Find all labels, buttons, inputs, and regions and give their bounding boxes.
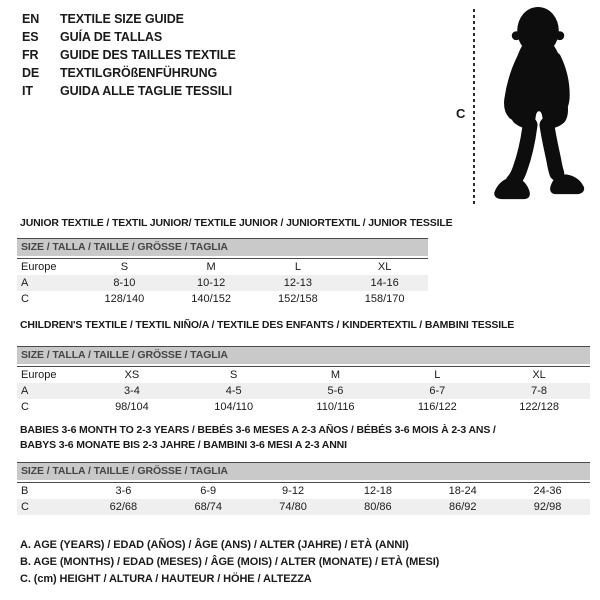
size-cell: 68/74 [194,501,222,513]
size-cell: 3-6 [115,485,132,497]
language-row-fr: FR GUIDE DES TAILLES TEXTILE [22,46,236,64]
language-label: TEXTILGRÖßENFÜHRUNG [60,66,218,80]
size-cell: 6-9 [200,485,217,497]
language-code: FR [22,48,39,62]
size-cell: 4-5 [225,385,242,397]
table-row: C 128/140 140/152 152/158 158/170 [17,291,428,307]
row-label-cell: Europe [21,369,57,381]
size-cell: 86/92 [448,501,477,513]
row-label-cell: A [21,277,29,289]
size-cell: 9-12 [282,485,305,497]
size-cell: 80/86 [364,501,392,513]
size-cell: 7-8 [531,385,548,397]
size-cell: 10-12 [197,277,226,289]
size-cell: 6-7 [429,385,446,397]
babies-size-table: SIZE / TALLA / TAILLE / GRÖSSE / TAGLIA … [17,462,590,515]
size-cell: 98/104 [115,401,149,413]
legend: A. AGE (YEARS) / EDAD (AÑOS) / ÂGE (ANS)… [20,537,439,588]
size-cell: XL [532,369,546,381]
size-cell: M [330,369,341,381]
size-cell: 8-10 [113,277,136,289]
size-cell: 24-36 [533,485,562,497]
size-cell: XS [124,369,140,381]
size-cell: 152/158 [277,293,318,305]
size-header-bar: SIZE / TALLA / TAILLE / GRÖSSE / TAGLIA [17,463,590,480]
size-cell: 92/98 [533,501,562,513]
legend-line-b: B. AGE (MONTHS) / EDAD (MESES) / ÂGE (MO… [20,556,440,568]
language-list: EN TEXTILE SIZE GUIDE ES GUÍA DE TALLAS … [22,10,236,100]
size-cell: 122/128 [519,401,559,413]
height-dotted-line [473,9,475,207]
table-row: Europe S M L XL [17,259,428,275]
size-cell: S [230,369,238,381]
legend-line-c: C. (cm) HEIGHT / ALTURA / HAUTEUR / HÖHE… [20,573,312,585]
size-cell: 14-16 [370,277,399,289]
size-cell: XL [377,261,392,273]
row-label-cell: A [21,385,29,397]
size-header-bar: SIZE / TALLA / TAILLE / GRÖSSE / TAGLIA [17,239,428,256]
language-code: IT [22,84,33,98]
language-row-it: IT GUIDA ALLE TAGLIE TESSILI [22,82,236,100]
junior-table-title: JUNIOR TEXTILE / TEXTIL JUNIOR/ TEXTILE … [20,217,453,229]
row-label-cell: Europe [21,261,57,273]
size-header-bar: SIZE / TALLA / TAILLE / GRÖSSE / TAGLIA [17,347,590,364]
language-code: ES [22,30,39,44]
children-size-table: SIZE / TALLA / TAILLE / GRÖSSE / TAGLIA … [17,346,590,415]
language-row-es: ES GUÍA DE TALLAS [22,28,236,46]
height-marker-label: C [456,106,466,121]
row-label-cell: B [21,485,29,497]
size-cell: 12-13 [283,277,312,289]
language-code: DE [22,66,40,80]
table-row: A 8-10 10-12 12-13 14-16 [17,275,428,291]
children-table-title: CHILDREN'S TEXTILE / TEXTIL NIÑO/A / TEX… [20,319,515,331]
row-label-cell: C [21,293,29,305]
language-label: GUIDE DES TAILLES TEXTILE [60,48,236,62]
size-cell: 62/68 [109,501,138,513]
table-row: Europe XS S M L XL [17,367,590,383]
babies-title-line2: BABYS 3-6 MONATE BIS 2-3 JAHRE / BAMBINI… [20,439,347,451]
language-code: EN [22,12,40,26]
size-cell: L [294,261,301,273]
size-cell: S [120,261,129,273]
legend-line-a: A. AGE (YEARS) / EDAD (AÑOS) / ÂGE (ANS)… [20,539,409,551]
size-cell: 5-6 [327,385,344,397]
divider [17,366,590,367]
size-cell: 18-24 [448,485,477,497]
language-row-en: EN TEXTILE SIZE GUIDE [22,10,236,28]
table-row: B 3-6 6-9 9-12 12-18 18-24 24-36 [17,483,590,499]
size-cell: 104/110 [214,401,254,413]
row-label-cell: C [21,401,29,413]
size-cell: L [434,369,441,381]
table-row: C 62/68 68/74 74/80 80/86 86/92 92/98 [17,499,590,515]
table-row: A 3-4 4-5 5-6 6-7 7-8 [17,383,590,399]
size-cell: 140/152 [191,293,231,305]
size-cell: 158/170 [364,293,405,305]
size-cell: 116/122 [417,401,457,413]
toddler-silhouette-icon [494,6,585,200]
table-row: C 98/104 104/110 110/116 116/122 122/128 [17,399,590,415]
language-label: GUIDA ALLE TAGLIE TESSILI [60,84,233,98]
size-cell: M [206,261,216,273]
language-label: GUÍA DE TALLAS [60,30,163,44]
size-cell: 110/116 [316,401,355,413]
size-cell: 128/140 [104,293,145,305]
junior-size-table: SIZE / TALLA / TAILLE / GRÖSSE / TAGLIA … [17,238,428,307]
language-label: TEXTILE SIZE GUIDE [60,12,184,26]
size-cell: 74/80 [279,501,307,513]
language-row-de: DE TEXTILGRÖßENFÜHRUNG [22,64,236,82]
size-cell: 12-18 [363,485,392,497]
row-label-cell: C [21,501,29,513]
divider [17,482,590,483]
babies-table-title: BABIES 3-6 MONTH TO 2-3 YEARS / BEBÉS 3-… [20,423,580,453]
babies-title-line1: BABIES 3-6 MONTH TO 2-3 YEARS / BEBÉS 3-… [20,424,496,436]
divider [17,258,428,259]
size-cell: 3-4 [123,385,140,397]
